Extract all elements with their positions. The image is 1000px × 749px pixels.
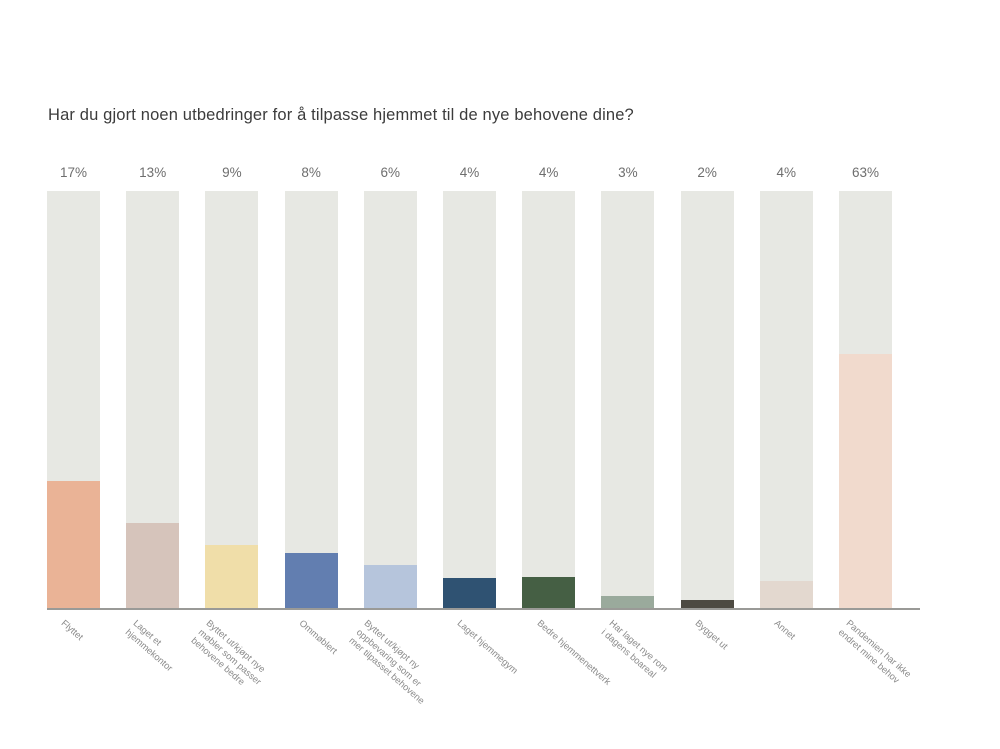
bar-value-label: 4% xyxy=(776,165,797,180)
bar-column: 2% xyxy=(680,165,734,609)
bar-value-label: 4% xyxy=(538,165,559,180)
x-axis-tick-label: Byttet ut/kjøpt ny oppbevaring som er me… xyxy=(347,618,427,706)
x-axis-tick-label: Bygget ut xyxy=(693,618,730,652)
x-axis-tick-label: Laget et hjemmekontor xyxy=(124,618,176,673)
bar-column: 17% xyxy=(47,165,100,609)
bar-track xyxy=(839,191,892,608)
bar-value-label: 13% xyxy=(139,165,167,180)
bar-fill[interactable] xyxy=(601,595,655,608)
bar-fill[interactable] xyxy=(759,580,813,608)
bar-column: 9% xyxy=(205,165,259,609)
bar-track xyxy=(126,191,180,608)
bar-fill[interactable] xyxy=(839,354,892,608)
bar-fill[interactable] xyxy=(47,480,100,608)
bar-column: 3% xyxy=(601,165,655,609)
bar-value-label: 63% xyxy=(851,165,880,180)
x-axis-tick-label: Byttet ut/kjøpt nye møbler som passer be… xyxy=(188,618,267,687)
plot-area: 17% 13% 9% 8% 6% 4% 4% 3% 2% 4% 63% xyxy=(47,165,927,609)
bar-value-label: 8% xyxy=(301,165,321,180)
bar-value-label: 6% xyxy=(380,165,401,180)
x-axis-tick-label: Annet xyxy=(772,618,798,642)
bar-column: 4% xyxy=(522,165,576,609)
bar-value-label: 17% xyxy=(59,165,88,180)
bar-track xyxy=(363,191,417,608)
bar-track xyxy=(443,191,496,608)
bar-track xyxy=(47,191,100,608)
x-axis-tick-label: Flyttet xyxy=(59,618,86,643)
bar-track xyxy=(601,191,655,608)
bar-track xyxy=(522,191,576,608)
bar-fill[interactable] xyxy=(126,522,180,608)
bar-fill[interactable] xyxy=(363,565,417,608)
x-axis-tick-label: Laget hjemmegym xyxy=(455,618,521,676)
page-title: Har du gjort noen utbedringer for å tilp… xyxy=(48,106,634,124)
x-axis-tick-label: Bedre hjemmenettverk xyxy=(535,618,613,687)
bar-column: 4% xyxy=(759,165,813,609)
bar-track xyxy=(680,191,734,608)
bar-value-label: 4% xyxy=(459,165,480,180)
x-axis-tick-label: Har laget nye rom i dagens boareal xyxy=(599,618,670,680)
x-axis-line xyxy=(47,608,920,610)
bar-track xyxy=(284,191,338,608)
bar-fill[interactable] xyxy=(284,552,338,608)
bar-fill[interactable] xyxy=(443,577,496,608)
bar-column: 8% xyxy=(284,165,338,609)
bar-column: 4% xyxy=(443,165,496,609)
x-axis-tick-label: Pandemien har ikke endret mine behov xyxy=(837,618,914,685)
bar-column: 63% xyxy=(839,165,892,609)
bar-track xyxy=(759,191,813,608)
bar-fill[interactable] xyxy=(205,544,259,608)
bar-fill[interactable] xyxy=(522,577,576,608)
bar-column: 6% xyxy=(363,165,417,609)
x-axis-tick-label: Ommøblert xyxy=(297,618,340,657)
bar-column: 13% xyxy=(126,165,180,609)
bar-track xyxy=(205,191,259,608)
bar-value-label: 9% xyxy=(222,165,242,180)
bar-fill[interactable] xyxy=(680,599,734,608)
bar-value-label: 2% xyxy=(697,165,717,180)
bar-value-label: 3% xyxy=(618,165,638,180)
